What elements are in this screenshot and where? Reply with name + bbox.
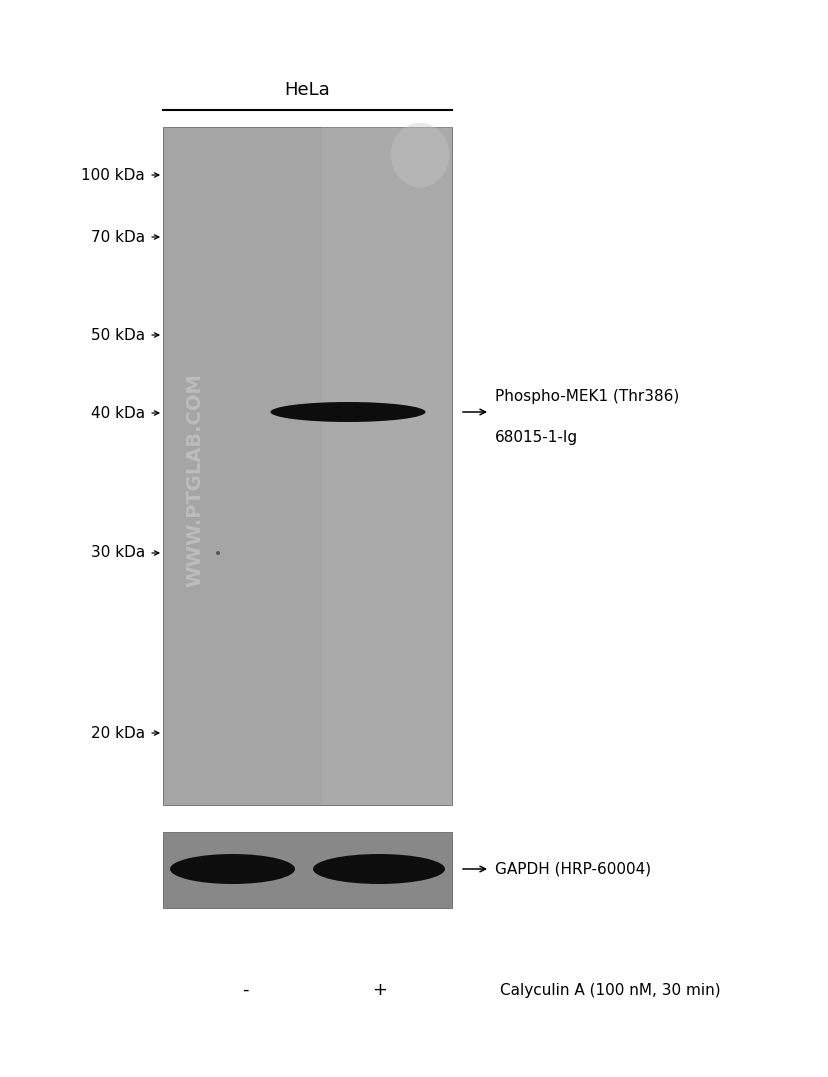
Ellipse shape <box>391 123 449 187</box>
Ellipse shape <box>313 854 445 884</box>
Bar <box>163 127 451 805</box>
Text: 20 kDa: 20 kDa <box>91 726 145 741</box>
Text: -: - <box>242 981 248 999</box>
Text: +: + <box>372 981 387 999</box>
Text: HeLa: HeLa <box>284 81 330 99</box>
Text: 100 kDa: 100 kDa <box>81 168 145 182</box>
Text: 68015-1-Ig: 68015-1-Ig <box>494 430 577 445</box>
Text: 70 kDa: 70 kDa <box>91 229 145 244</box>
Ellipse shape <box>270 402 425 422</box>
Bar <box>321 127 451 805</box>
Text: Phospho-MEK1 (Thr386): Phospho-MEK1 (Thr386) <box>494 389 678 404</box>
Text: 30 kDa: 30 kDa <box>90 545 145 560</box>
Ellipse shape <box>216 551 219 555</box>
Bar <box>163 833 451 908</box>
Text: WWW.PTGLAB.COM: WWW.PTGLAB.COM <box>185 373 205 587</box>
Ellipse shape <box>170 854 295 884</box>
Text: GAPDH (HRP-60004): GAPDH (HRP-60004) <box>494 862 650 877</box>
Text: Calyculin A (100 nM, 30 min): Calyculin A (100 nM, 30 min) <box>499 982 720 997</box>
Text: 50 kDa: 50 kDa <box>91 327 145 342</box>
Text: 40 kDa: 40 kDa <box>91 406 145 420</box>
